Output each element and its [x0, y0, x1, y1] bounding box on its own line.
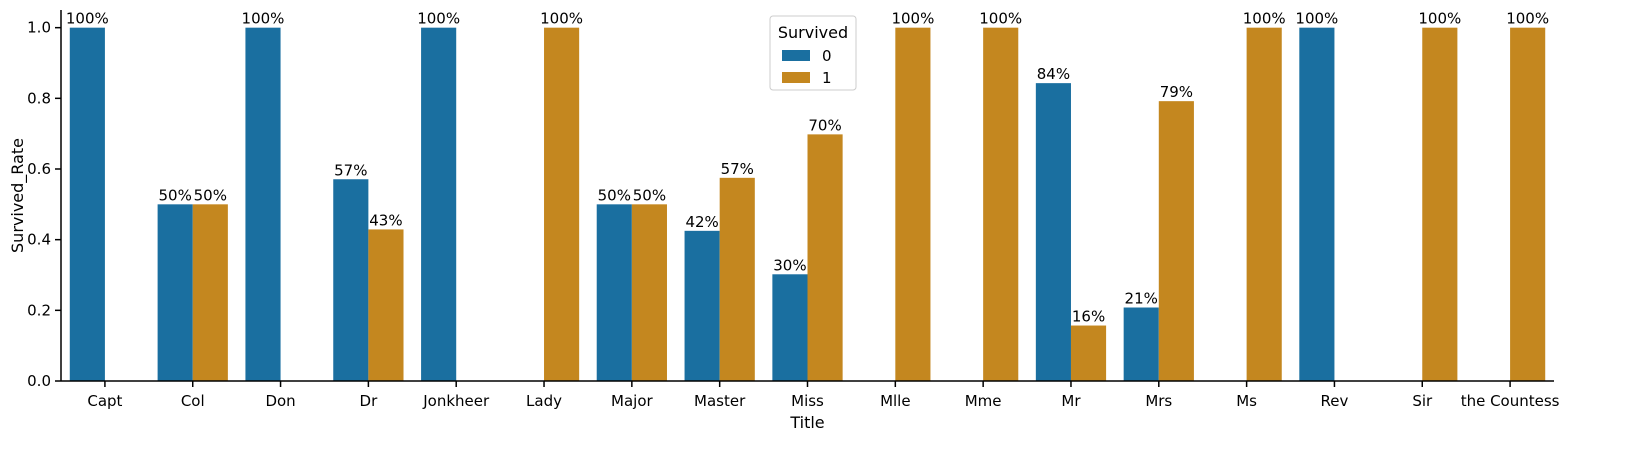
legend-swatch-1: [782, 72, 810, 83]
bar-mlle-survived-1: [895, 27, 931, 381]
bar-mme-survived-1: [983, 27, 1019, 381]
x-tick-label: Col: [181, 392, 205, 410]
bar-don-survived-0: [245, 27, 281, 381]
data-label-mme-survived-1: 100%: [979, 10, 1022, 28]
x-tick-label: Ms: [1236, 392, 1257, 410]
data-label-sir-survived-1: 100%: [1418, 10, 1461, 28]
data-label-jonkheer-survived-0: 100%: [417, 10, 460, 28]
bar-capt-survived-0: [69, 27, 105, 381]
x-tick-label: Lady: [526, 392, 562, 410]
bar-major-survived-1: [631, 204, 667, 381]
y-tick-label: 0.4: [27, 231, 51, 249]
data-label-the-countess-survived-1: 100%: [1506, 10, 1549, 28]
y-tick-label: 0.8: [27, 89, 51, 107]
y-tick-label: 0.6: [27, 160, 51, 178]
legend: Survived 0 1: [769, 15, 857, 91]
bar-col-survived-1: [192, 204, 228, 381]
bar-the-countess-survived-1: [1510, 27, 1546, 381]
x-tick-label: Jonkheer: [422, 392, 490, 410]
legend-box: [769, 15, 857, 91]
data-label-don-survived-0: 100%: [242, 10, 285, 28]
data-label-rev-survived-0: 100%: [1295, 10, 1338, 28]
y-tick-label: 0.0: [27, 372, 51, 390]
legend-entry-1: 1: [822, 69, 832, 87]
x-tick-label: Mr: [1061, 392, 1081, 410]
data-label-col-survived-1: 50%: [194, 186, 227, 204]
y-tick-label: 0.2: [27, 301, 51, 319]
bar-sir-survived-1: [1422, 27, 1458, 381]
x-tick-label: Mrs: [1145, 392, 1172, 410]
bar-mrs-survived-1: [1158, 101, 1194, 381]
data-label-miss-survived-1: 70%: [808, 116, 841, 134]
x-tick-label: Sir: [1412, 392, 1433, 410]
bars-layer: [69, 27, 1546, 381]
data-label-major-survived-1: 50%: [633, 186, 666, 204]
x-tick-label: Mme: [965, 392, 1002, 410]
data-label-dr-survived-1: 43%: [369, 211, 402, 229]
data-label-master-survived-1: 57%: [721, 160, 754, 178]
x-tick-label: Capt: [87, 392, 122, 410]
bar-jonkheer-survived-0: [421, 27, 457, 381]
x-tick-label: Rev: [1321, 392, 1349, 410]
x-tick-label: Master: [694, 392, 746, 410]
bar-ms-survived-1: [1246, 27, 1282, 381]
bar-mr-survived-0: [1035, 83, 1071, 381]
x-tick-label: Mlle: [880, 392, 911, 410]
x-tick-label: Don: [265, 392, 295, 410]
bar-dr-survived-1: [368, 229, 404, 381]
data-label-mr-survived-1: 16%: [1072, 308, 1105, 326]
y-ticks: 0.0 0.2 0.4 0.6 0.8 1.0: [27, 19, 61, 390]
x-axis-label: Title: [789, 413, 824, 432]
bar-master-survived-0: [684, 230, 720, 381]
data-label-master-survived-0: 42%: [685, 213, 718, 231]
data-label-mlle-survived-1: 100%: [891, 10, 934, 28]
x-ticks: Capt Col Don Dr Jonkheer Lady Major Master Miss M…: [87, 381, 1560, 410]
bar-rev-survived-0: [1299, 27, 1335, 381]
data-label-mrs-survived-0: 21%: [1125, 290, 1158, 308]
data-label-capt-survived-0: 100%: [66, 10, 109, 28]
bar-lady-survived-1: [544, 27, 580, 381]
legend-title: Survived: [778, 23, 848, 42]
x-tick-label: Miss: [791, 392, 824, 410]
bar-mr-survived-1: [1070, 325, 1107, 381]
x-tick-label: Major: [611, 392, 653, 410]
data-label-dr-survived-0: 57%: [334, 161, 367, 179]
bar-miss-survived-0: [772, 274, 808, 381]
legend-entry-0: 0: [822, 47, 832, 65]
legend-swatch-0: [782, 50, 810, 61]
data-label-col-survived-0: 50%: [158, 186, 191, 204]
bar-miss-survived-1: [807, 134, 843, 381]
bar-major-survived-0: [596, 204, 632, 381]
bar-mrs-survived-0: [1123, 307, 1159, 381]
data-label-lady-survived-1: 100%: [540, 10, 583, 28]
data-label-miss-survived-0: 30%: [773, 256, 806, 274]
y-tick-label: 1.0: [27, 19, 51, 37]
data-labels-layer: 100% 50% 100% 57% 100% 50% 42% 30% 84% 21% 100% 50%…: [66, 10, 1549, 326]
x-tick-label: Dr: [360, 392, 379, 410]
data-label-mrs-survived-1: 79%: [1160, 83, 1193, 101]
data-label-ms-survived-1: 100%: [1243, 10, 1286, 28]
data-label-major-survived-0: 50%: [598, 186, 631, 204]
y-axis-label: Survived_Rate: [8, 138, 28, 253]
bar-master-survived-1: [719, 177, 755, 381]
x-tick-label: the Countess: [1461, 392, 1560, 410]
bar-dr-survived-0: [333, 179, 369, 381]
data-label-mr-survived-0: 84%: [1037, 65, 1070, 83]
bar-col-survived-0: [157, 204, 193, 381]
